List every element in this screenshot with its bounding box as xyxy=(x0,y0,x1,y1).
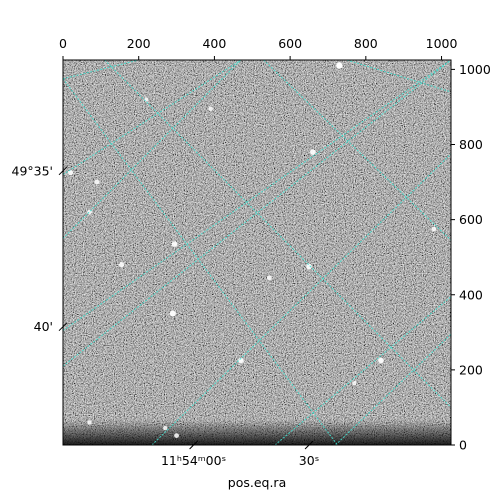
x-axis-title: pos.eq.ra xyxy=(228,475,286,490)
x-tick-label-top-4: 800 xyxy=(354,36,378,51)
dec-tick-1 xyxy=(58,322,68,332)
ra-tick-label-0: 11ʰ54ᵐ00ˢ xyxy=(161,453,226,468)
x-tick-label-top-0: 0 xyxy=(59,36,67,51)
star-14 xyxy=(208,106,213,112)
y-tick-label-right-5: 1000 xyxy=(459,62,491,77)
grid-line-10 xyxy=(263,60,451,241)
bottom-edge-darkening xyxy=(63,420,451,445)
x-pixel-axis-top: 0 200 400 600 800 1000 xyxy=(59,36,457,60)
grid-line-7 xyxy=(335,333,451,445)
star-6 xyxy=(119,262,125,268)
stars-layer xyxy=(67,62,437,439)
y-tick-label-right-0: 0 xyxy=(459,438,467,453)
x-tick-label-top-1: 200 xyxy=(127,36,151,51)
x-tick-label-top-5: 1000 xyxy=(426,36,458,51)
grid-line-0 xyxy=(63,60,139,80)
y-tick-label-right-3: 600 xyxy=(459,212,483,227)
x-tick-label-top-3: 600 xyxy=(278,36,302,51)
star-2 xyxy=(67,170,74,176)
plot-frame xyxy=(62,59,452,446)
x-tick-label-top-2: 400 xyxy=(202,36,226,51)
star-12 xyxy=(431,226,437,232)
star-16 xyxy=(87,420,92,425)
grid-line-5 xyxy=(151,153,451,445)
y-tick-label-right-4: 800 xyxy=(459,137,483,152)
noise-texture xyxy=(63,60,451,445)
ra-tick-0 xyxy=(189,440,198,450)
star-17 xyxy=(352,380,357,386)
ra-tick-label-1: 30ˢ xyxy=(299,453,320,468)
y-pixel-axis-right: 0 200 400 600 800 1000 xyxy=(451,62,491,453)
celestial-grid xyxy=(63,60,451,445)
star-7 xyxy=(306,263,312,270)
star-9 xyxy=(169,310,176,317)
star-8 xyxy=(266,275,272,281)
star-0 xyxy=(336,62,343,69)
star-18 xyxy=(163,425,168,431)
dec-tick-0 xyxy=(58,166,68,176)
star-15 xyxy=(174,433,179,439)
y-tick-label-right-1: 200 xyxy=(459,362,483,377)
dec-tick-label-1: 40' xyxy=(34,319,53,334)
grid-line-1 xyxy=(63,60,242,175)
ra-axis-bottom: 11ʰ54ᵐ00ˢ 30ˢ xyxy=(161,440,320,468)
star-5 xyxy=(171,241,178,247)
grid-line-9 xyxy=(104,60,451,408)
star-11 xyxy=(378,357,384,364)
star-3 xyxy=(94,179,100,185)
ra-tick-1 xyxy=(304,440,314,450)
grid-line-8 xyxy=(63,78,338,445)
grid-line-4 xyxy=(63,60,451,367)
dec-axis-left: 49°35' 40' xyxy=(12,163,68,334)
grid-line-3 xyxy=(63,60,451,331)
dec-tick-label-0: 49°35' xyxy=(12,163,54,178)
plot-area xyxy=(63,60,451,445)
star-13 xyxy=(144,97,149,102)
grid-line-11 xyxy=(346,60,451,93)
star-1 xyxy=(310,149,316,155)
y-tick-label-right-2: 400 xyxy=(459,287,483,302)
